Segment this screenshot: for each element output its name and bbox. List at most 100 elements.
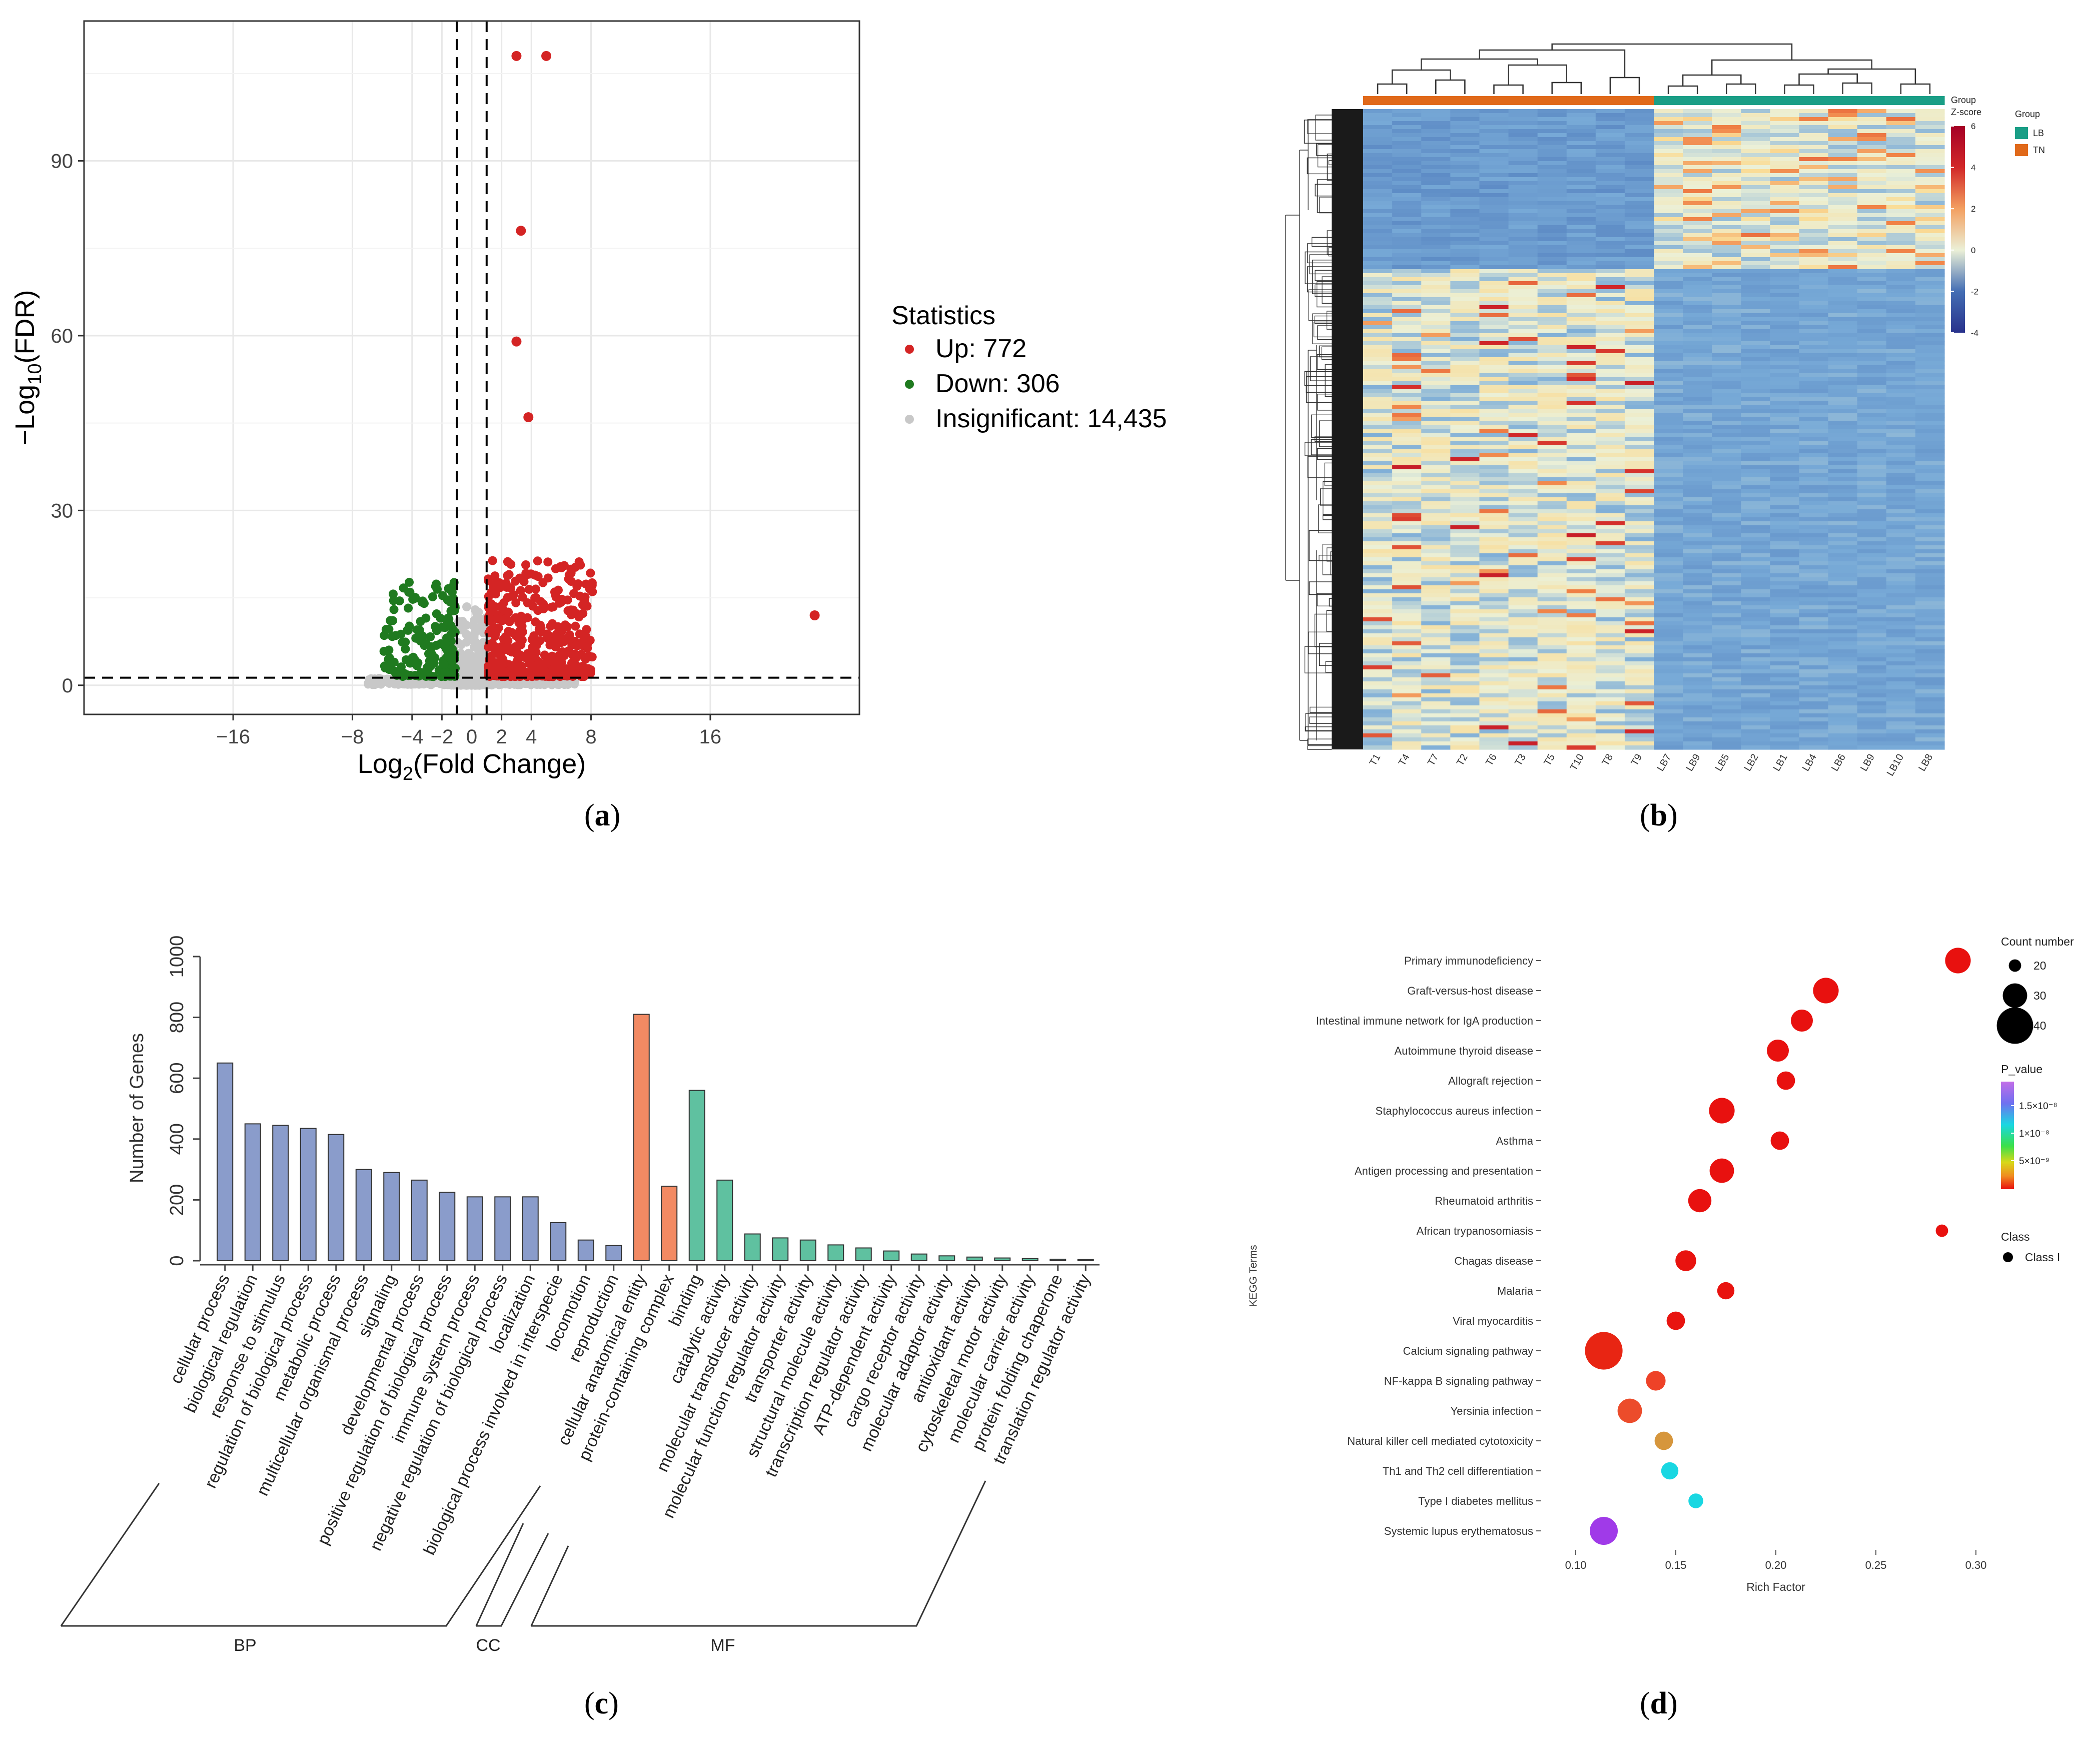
heatmap-cell [1712, 465, 1741, 470]
heatmap-cell [1712, 345, 1741, 350]
heatmap-cell [1624, 589, 1654, 594]
heatmap-cell [1915, 257, 1945, 262]
heatmap-cell [1886, 657, 1916, 662]
x-tick-label: 4 [526, 726, 537, 748]
heatmap-cell [1741, 669, 1770, 674]
heatmap-cell [1683, 673, 1712, 678]
heatmap-cell [1741, 621, 1770, 626]
heatmap-cell [1828, 557, 1858, 562]
heatmap-cell [1421, 465, 1451, 470]
heatmap-cell [1857, 501, 1887, 506]
heatmap-cell [1886, 245, 1916, 250]
heatmap-cell [1915, 389, 1945, 394]
heatmap-cell [1537, 285, 1567, 290]
heatmap-cell [1828, 489, 1858, 494]
point-up [490, 631, 500, 641]
heatmap-cell [1363, 377, 1393, 382]
heatmap-cell [1421, 325, 1451, 330]
heatmap-cell [1595, 217, 1625, 222]
heatmap-cell [1479, 577, 1509, 582]
heatmap-cell [1915, 629, 1945, 634]
heatmap-cell [1537, 401, 1567, 406]
heatmap-cell [1595, 565, 1625, 570]
heatmap-cell [1537, 249, 1567, 254]
heatmap-cell [1741, 217, 1770, 222]
heatmap-cell [1828, 493, 1858, 498]
heatmap-cell [1566, 517, 1596, 522]
heatmap-cell [1508, 477, 1538, 482]
heatmap-cell [1421, 153, 1451, 158]
heatmap-cell [1392, 157, 1422, 162]
heatmap-cell [1654, 421, 1683, 426]
heatmap-cell [1654, 413, 1683, 418]
heatmap-cell [1392, 673, 1422, 678]
heatmap-cell [1857, 109, 1887, 114]
heatmap-cell [1363, 669, 1393, 674]
heatmap-cell [1799, 561, 1829, 566]
heatmap-cell [1566, 533, 1596, 538]
heatmap-cell [1566, 273, 1596, 278]
heatmap-cell [1799, 213, 1829, 218]
heatmap-cell [1624, 641, 1654, 646]
point-up [511, 631, 521, 640]
heatmap-cell [1857, 353, 1887, 358]
point-up [485, 616, 495, 626]
heatmap-cell [1363, 485, 1393, 490]
heatmap-cell [1537, 681, 1567, 686]
heatmap-cell [1479, 569, 1509, 574]
heatmap-cell [1595, 249, 1625, 254]
heatmap-cell [1624, 265, 1654, 270]
heatmap-cell [1624, 285, 1654, 290]
heatmap-cell [1654, 505, 1683, 510]
heatmap-cell [1799, 293, 1829, 298]
heatmap-cell [1799, 237, 1829, 242]
heatmap-cell [1915, 573, 1945, 578]
heatmap-cell [1450, 561, 1480, 566]
heatmap-cell [1654, 337, 1683, 342]
heatmap-cell [1595, 469, 1625, 474]
heatmap-cell [1915, 401, 1945, 406]
heatmap-cell [1886, 137, 1916, 142]
heatmap-cell [1421, 365, 1451, 370]
heatmap-cell [1770, 473, 1800, 478]
heatmap-cell [1595, 641, 1625, 646]
heatmap-cell [1595, 689, 1625, 694]
point-up [486, 599, 496, 608]
heatmap-cell [1392, 225, 1422, 230]
heatmap-cell [1828, 601, 1858, 606]
heatmap-cell [1450, 229, 1480, 234]
heatmap-cell [1828, 425, 1858, 430]
heatmap-cell [1828, 505, 1858, 510]
heatmap-cell [1741, 633, 1770, 638]
heatmap-cell [1363, 413, 1393, 418]
heatmap-cell [1741, 597, 1770, 602]
heatmap-cell [1363, 633, 1393, 638]
heatmap-cell [1392, 265, 1422, 270]
heatmap-cell [1595, 677, 1625, 682]
heatmap-cell [1799, 269, 1829, 274]
heatmap-cell [1392, 277, 1422, 282]
heatmap-cell [1392, 545, 1422, 550]
heatmap-cell [1799, 469, 1829, 474]
heatmap-cell [1886, 369, 1916, 374]
heatmap-cell [1421, 565, 1451, 570]
heatmap-cell [1450, 369, 1480, 374]
heatmap-cell [1508, 145, 1538, 150]
heatmap-cell [1392, 581, 1422, 586]
heatmap-cell [1624, 217, 1654, 222]
caption-a: (a) [584, 798, 621, 832]
heatmap-cell [1915, 253, 1945, 258]
heatmap-cell [1363, 321, 1393, 326]
heatmap-cell [1886, 429, 1916, 434]
point-down [401, 655, 411, 664]
point-down [401, 637, 410, 647]
heatmap-cell [1741, 677, 1770, 682]
heatmap-cell [1392, 293, 1422, 298]
heatmap-cell [1392, 617, 1422, 622]
heatmap-cell [1508, 317, 1538, 322]
heatmap-cell [1566, 353, 1596, 358]
heatmap-cell [1450, 545, 1480, 550]
heatmap-cell [1799, 369, 1829, 374]
heatmap-cell [1566, 609, 1596, 614]
heatmap-cell [1566, 465, 1596, 470]
